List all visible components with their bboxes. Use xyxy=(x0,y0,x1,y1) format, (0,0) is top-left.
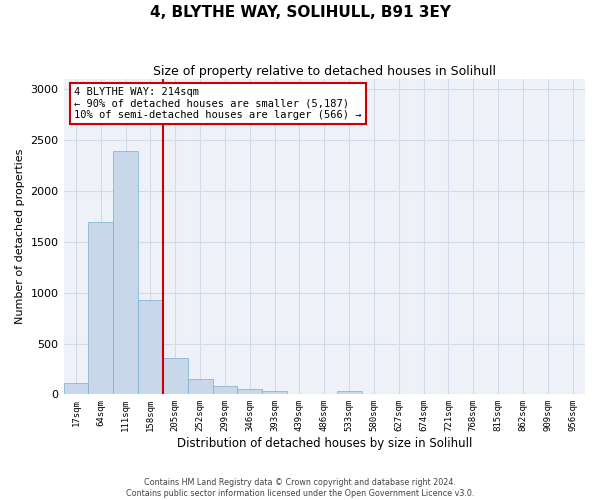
Bar xyxy=(238,389,262,394)
Bar xyxy=(113,152,138,394)
Bar xyxy=(337,392,362,394)
Text: 4 BLYTHE WAY: 214sqm
← 90% of detached houses are smaller (5,187)
10% of semi-de: 4 BLYTHE WAY: 214sqm ← 90% of detached h… xyxy=(74,87,361,120)
X-axis label: Distribution of detached houses by size in Solihull: Distribution of detached houses by size … xyxy=(176,437,472,450)
Bar xyxy=(88,222,113,394)
Bar xyxy=(188,379,212,394)
Bar xyxy=(212,386,238,394)
Title: Size of property relative to detached houses in Solihull: Size of property relative to detached ho… xyxy=(153,65,496,78)
Text: 4, BLYTHE WAY, SOLIHULL, B91 3EY: 4, BLYTHE WAY, SOLIHULL, B91 3EY xyxy=(149,5,451,20)
Bar xyxy=(163,358,188,395)
Text: Contains HM Land Registry data © Crown copyright and database right 2024.
Contai: Contains HM Land Registry data © Crown c… xyxy=(126,478,474,498)
Y-axis label: Number of detached properties: Number of detached properties xyxy=(15,149,25,324)
Bar xyxy=(138,300,163,394)
Bar xyxy=(262,391,287,394)
Bar xyxy=(64,383,88,394)
